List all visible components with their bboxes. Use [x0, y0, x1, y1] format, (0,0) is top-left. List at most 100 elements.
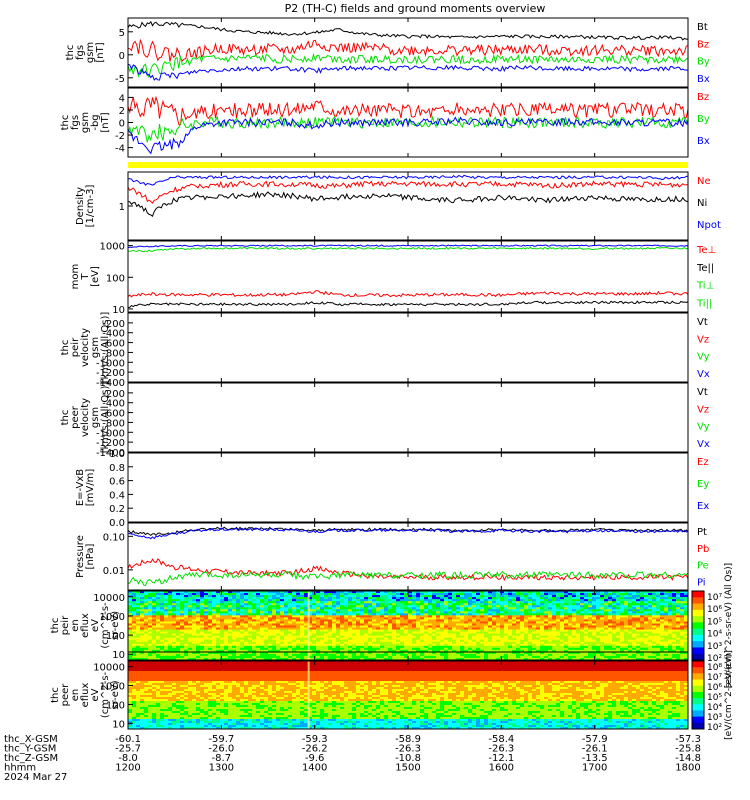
spectrogram-cell	[328, 631, 333, 635]
spectrogram-cell	[340, 611, 345, 614]
spectrogram-cell	[476, 637, 481, 641]
spectrogram-cell	[164, 601, 169, 604]
spectrogram-cell	[192, 599, 197, 602]
spectrogram-cell	[604, 607, 609, 610]
spectrogram-cell	[228, 645, 233, 649]
spectrogram-cell	[236, 651, 241, 655]
spectrogram-cell	[292, 623, 297, 626]
spectrogram-cell	[676, 615, 681, 618]
spectrogram-cell	[132, 625, 137, 628]
spectrogram-cell	[344, 631, 349, 635]
spectrogram-cell	[312, 631, 317, 635]
spectrogram-cell	[472, 631, 477, 635]
spectrogram-cell	[248, 593, 253, 596]
spectrogram-cell	[608, 623, 613, 626]
spectrogram-cell	[404, 631, 409, 635]
spectrogram-cell	[384, 601, 389, 604]
spectrogram-cell	[488, 621, 493, 624]
spectrogram-cell	[324, 633, 329, 637]
spectrogram-cell	[660, 633, 665, 637]
spectrogram-cell	[624, 595, 629, 598]
spectrogram-cell	[520, 643, 525, 647]
spectrogram-cell	[484, 631, 489, 635]
spectrogram-cell	[284, 633, 289, 637]
spectrogram-cell	[200, 643, 205, 647]
spectrogram-cell	[384, 651, 389, 655]
spectrogram-cell	[352, 609, 357, 612]
spectrogram-cell	[320, 609, 325, 612]
spectrogram-cell	[424, 637, 429, 641]
spectrogram-cell	[164, 611, 169, 614]
spectrogram-cell	[292, 611, 297, 614]
spectrogram-cell	[640, 641, 645, 645]
spectrogram-cell	[320, 591, 325, 594]
spectrogram-cell	[428, 611, 433, 614]
spectrogram-cell	[328, 629, 333, 632]
spectrogram-cell	[208, 635, 213, 639]
spectrogram-cell	[632, 655, 637, 659]
spectrogram-cell	[224, 625, 229, 628]
spectrogram-cell	[300, 607, 305, 610]
spectrogram-cell	[624, 631, 629, 635]
spectrogram-cell	[344, 607, 349, 610]
spectrogram-cell	[140, 607, 145, 610]
spectrogram-cell	[584, 623, 589, 626]
spectrogram-cell	[660, 639, 665, 643]
spectrogram-cell	[264, 629, 269, 632]
spectrogram-cell	[392, 657, 397, 661]
spectrogram-cell	[620, 603, 625, 606]
spectrogram-cell	[496, 635, 501, 639]
spectrogram-cell	[616, 603, 621, 606]
spectrogram-cell	[664, 651, 669, 655]
spectrogram-cell	[200, 645, 205, 649]
spectrogram-cell	[536, 657, 541, 661]
spectrogram-cell	[232, 629, 237, 632]
spectrogram-cell	[664, 633, 669, 637]
spectrogram-cell	[168, 643, 173, 647]
spectrogram-cell	[400, 605, 405, 608]
spectrogram-cell	[204, 599, 209, 602]
spectrogram-cell	[220, 637, 225, 641]
spectrogram-cell	[680, 613, 685, 616]
spectrogram-cell	[612, 653, 617, 657]
spectrogram-cell	[288, 641, 293, 645]
spectrogram-cell	[588, 641, 593, 645]
spectrogram-cell	[596, 627, 601, 630]
spectrogram-cell	[360, 629, 365, 632]
spectrogram-cell	[400, 657, 405, 661]
spectrogram-cell	[580, 603, 585, 606]
spectrogram-cell	[588, 599, 593, 602]
spectrogram-cell	[668, 613, 673, 616]
spectrogram-cell	[156, 647, 161, 651]
spectrogram-cell	[524, 639, 529, 643]
y-tick-label: -1400	[96, 448, 125, 459]
spectrogram-cell	[560, 653, 565, 657]
spectrogram-cell	[632, 653, 637, 657]
spectrogram-cell	[296, 617, 301, 620]
spectrogram-cell	[588, 617, 593, 620]
spectrogram-cell	[332, 621, 337, 624]
spectrogram-cell	[412, 603, 417, 606]
spectrogram-cell	[136, 593, 141, 596]
spectrogram-cell	[220, 615, 225, 618]
spectrogram-cell	[600, 597, 605, 600]
spectrogram-cell	[376, 619, 381, 622]
spectrogram-cell	[396, 607, 401, 610]
spectrogram-cell	[604, 611, 609, 614]
spectrogram-cell	[544, 631, 549, 635]
spectrogram-cell	[664, 637, 669, 641]
spectrogram-cell	[284, 609, 289, 612]
spectrogram-cell	[340, 643, 345, 647]
spectrogram-cell	[400, 629, 405, 632]
spectrogram-cell	[492, 617, 497, 620]
spectrogram-cell	[228, 649, 233, 653]
spectrogram-cell	[332, 601, 337, 604]
spectrogram-cell	[544, 657, 549, 661]
spectrogram-cell	[360, 627, 365, 630]
spectrogram-cell	[532, 643, 537, 647]
spectrogram-cell	[256, 615, 261, 618]
spectrogram-cell	[312, 603, 317, 606]
spectrogram-cell	[428, 597, 433, 600]
spectrogram-cell	[260, 601, 265, 604]
